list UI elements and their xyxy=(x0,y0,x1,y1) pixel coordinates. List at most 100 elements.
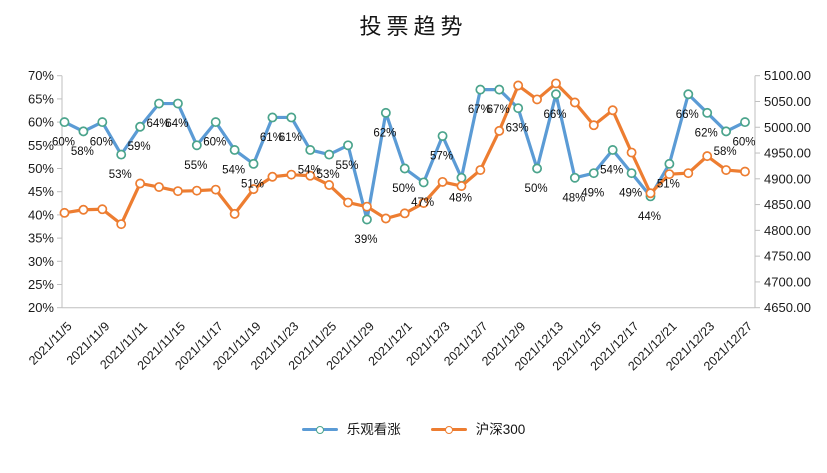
optimistic-point-marker xyxy=(154,98,164,109)
right-axis-tick-label: 4850.00 xyxy=(764,197,811,212)
hs300-point-marker xyxy=(645,188,656,199)
left-axis-tick-label: 20% xyxy=(28,300,54,315)
optimistic-point-marker xyxy=(210,117,221,128)
hs300-point-marker xyxy=(361,201,372,212)
optimistic-data-label: 64% xyxy=(165,118,188,130)
hs300-point-marker xyxy=(305,170,316,181)
optimistic-point-marker xyxy=(229,144,240,155)
hs300-point-marker xyxy=(116,219,127,230)
left-axis-tick-label: 25% xyxy=(28,277,54,292)
optimistic-point-marker xyxy=(172,98,183,109)
hs300-point-marker xyxy=(380,213,391,224)
hs300-point-marker xyxy=(210,184,221,195)
optimistic-point-marker xyxy=(191,140,202,151)
optimistic-point-marker xyxy=(494,84,505,95)
optimistic-point-marker xyxy=(286,112,297,123)
optimistic-point-marker xyxy=(456,172,467,183)
optimistic-data-label: 60% xyxy=(732,137,755,149)
right-axis-tick-label: 4950.00 xyxy=(764,146,811,161)
right-axis-tick-label: 5100.00 xyxy=(764,68,811,83)
optimistic-data-label: 62% xyxy=(373,127,396,139)
optimistic-point-marker xyxy=(569,172,580,183)
hs300-point-marker xyxy=(532,94,543,105)
legend-item-hs300: 沪深300 xyxy=(430,422,526,437)
optimistic-data-label: 58% xyxy=(714,146,737,158)
optimistic-point-marker xyxy=(683,89,694,100)
optimistic-data-label: 44% xyxy=(638,211,661,223)
hs300-point-marker xyxy=(343,197,353,208)
left-axis-tick-label: 30% xyxy=(28,254,54,269)
hs300-point-marker xyxy=(513,80,524,91)
hs300-point-marker xyxy=(721,165,732,175)
optimistic-data-label: 67% xyxy=(468,104,491,116)
optimistic-point-marker xyxy=(626,168,637,179)
optimistic-data-label: 57% xyxy=(430,151,453,163)
optimistic-point-marker xyxy=(267,112,278,123)
optimistic-point-marker xyxy=(551,89,561,100)
hs300-point-marker xyxy=(456,181,467,191)
optimistic-data-label: 60% xyxy=(90,137,113,149)
right-axis-tick-label: 4650.00 xyxy=(764,300,811,315)
optimistic-point-marker xyxy=(343,140,353,151)
optimistic-point-marker xyxy=(588,168,599,179)
optimistic-point-marker xyxy=(399,163,410,174)
left-axis-tick-label: 40% xyxy=(28,207,54,222)
hs300-point-marker xyxy=(702,151,713,162)
hs300-point-marker xyxy=(683,168,694,179)
right-axis-tick-label: 4900.00 xyxy=(764,171,811,186)
optimistic-data-label: 64% xyxy=(146,118,169,130)
hs300-point-marker xyxy=(399,208,410,219)
hs300-point-marker xyxy=(191,185,202,196)
optimistic-point-marker xyxy=(135,121,146,132)
optimistic-point-marker xyxy=(532,163,543,174)
optimistic-data-label: 62% xyxy=(695,127,718,139)
optimistic-data-label: 39% xyxy=(354,234,377,246)
chart-title: 投票趋势 xyxy=(359,15,468,40)
right-axis-tick-label: 4750.00 xyxy=(764,249,811,264)
hs300-point-marker xyxy=(418,198,429,208)
legend-label-hs300: 沪深300 xyxy=(475,422,526,437)
optimistic-data-label: 67% xyxy=(487,104,510,116)
optimistic-data-label: 54% xyxy=(298,164,321,176)
hs300-point-marker xyxy=(740,166,750,177)
optimistic-point-marker xyxy=(380,107,391,118)
hs300-point-marker xyxy=(248,184,259,195)
optimistic-data-label: 49% xyxy=(581,188,604,200)
optimistic-point-marker xyxy=(664,158,675,169)
hs300-line-marker-icon xyxy=(430,425,467,434)
left-axis-tick-label: 45% xyxy=(28,184,54,199)
hs300-dot-icon xyxy=(444,425,453,434)
hs300-point-marker xyxy=(588,120,599,131)
optimistic-data-label: 54% xyxy=(222,164,245,176)
right-axis-tick-label: 4800.00 xyxy=(764,223,811,238)
optimistic-point-marker xyxy=(305,144,316,155)
optimistic-point-marker xyxy=(740,117,750,128)
right-axis-tick-label: 4700.00 xyxy=(764,274,811,289)
hs300-point-marker xyxy=(229,208,240,219)
optimistic-point-marker xyxy=(702,107,713,118)
left-axis-tick-label: 35% xyxy=(28,231,54,246)
optimistic-point-marker xyxy=(513,103,524,114)
optimistic-data-label: 60% xyxy=(52,137,75,149)
optimistic-data-label: 48% xyxy=(449,192,472,204)
optimistic-data-label: 51% xyxy=(657,178,680,190)
optimistic-point-marker xyxy=(78,126,89,137)
optimistic-point-marker xyxy=(324,149,335,160)
hs300-point-marker xyxy=(494,125,505,136)
optimistic-point-marker xyxy=(59,117,70,128)
optimistic-data-label: 53% xyxy=(109,169,132,181)
hs300-point-marker xyxy=(78,204,89,215)
optimistic-data-label: 63% xyxy=(506,123,529,135)
optimistic-data-label: 53% xyxy=(317,169,340,181)
optimistic-data-label: 58% xyxy=(71,146,94,158)
optimistic-point-marker xyxy=(475,84,486,95)
hs300-point-marker xyxy=(437,176,448,187)
hs300-point-marker xyxy=(569,97,580,108)
optimistic-point-marker xyxy=(418,177,429,188)
optimistic-point-marker xyxy=(721,126,732,137)
left-axis-tick-label: 60% xyxy=(28,115,54,130)
hs300-point-marker xyxy=(551,78,561,89)
left-axis-tick-label: 50% xyxy=(28,161,54,176)
